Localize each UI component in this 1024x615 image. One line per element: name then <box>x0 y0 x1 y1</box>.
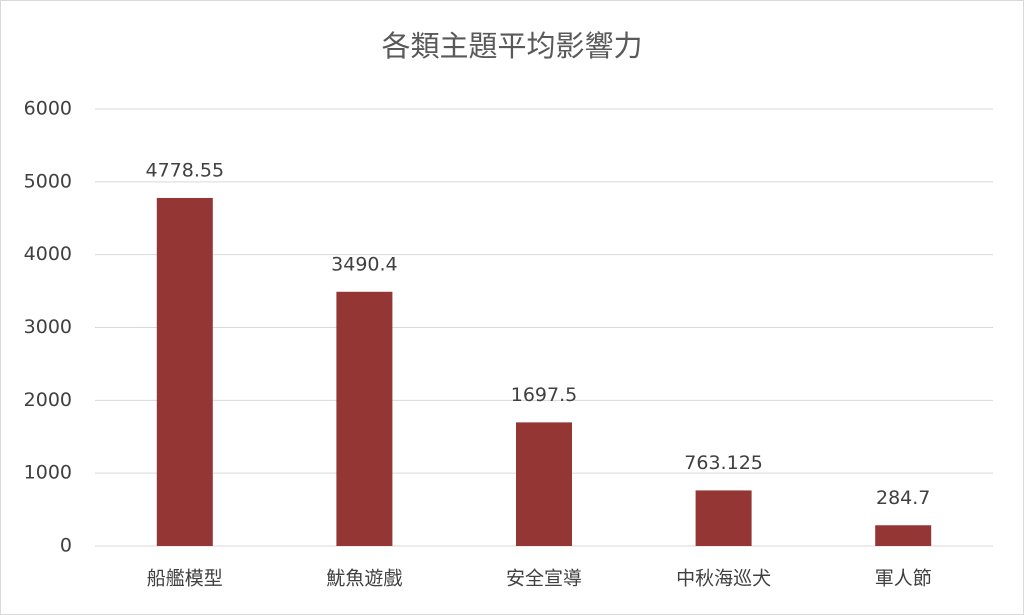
data-label: 284.7 <box>876 487 930 509</box>
y-tick-label: 1000 <box>24 462 72 484</box>
chart-title: 各類主題平均影響力 <box>381 29 642 63</box>
y-tick-label: 5000 <box>24 170 72 192</box>
y-tick-label: 0 <box>60 535 72 557</box>
data-label: 1697.5 <box>511 384 577 406</box>
y-tick-label: 3000 <box>24 316 72 338</box>
bar <box>516 422 572 546</box>
bar <box>336 291 393 546</box>
x-tick-label: 魷魚遊戲 <box>326 568 402 590</box>
data-label: 763.125 <box>684 452 763 474</box>
data-label: 3490.4 <box>331 253 397 275</box>
bar <box>156 197 213 546</box>
x-tick-label: 船艦模型 <box>147 568 223 590</box>
x-tick-label: 安全宣導 <box>506 568 582 590</box>
y-tick-label: 2000 <box>24 389 72 411</box>
y-tick-label: 4000 <box>24 243 72 265</box>
data-label: 4778.55 <box>146 159 225 181</box>
x-tick-label: 中秋海巡犬 <box>676 568 771 590</box>
bar <box>695 490 752 546</box>
bar <box>875 525 932 546</box>
x-tick-label: 軍人節 <box>875 568 932 590</box>
y-tick-label: 6000 <box>24 98 72 120</box>
